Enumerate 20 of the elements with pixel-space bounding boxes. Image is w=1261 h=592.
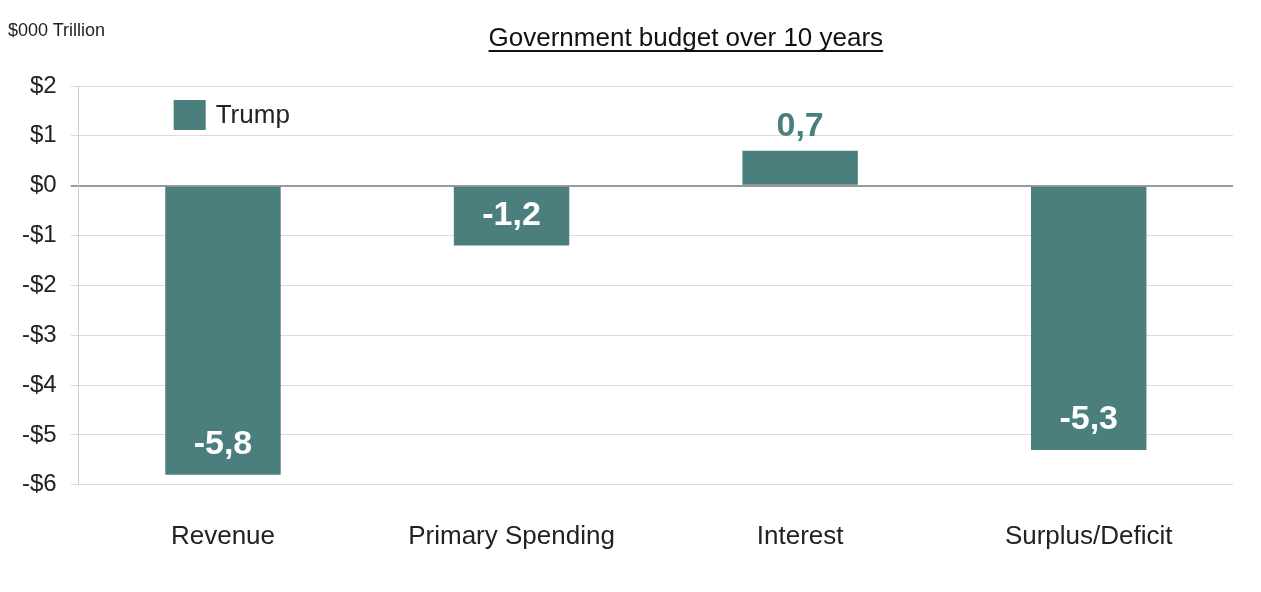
y-tick-label: $0: [29, 170, 57, 198]
data-label: -5,8: [193, 423, 253, 462]
x-tick-label: Revenue: [170, 519, 276, 550]
data-label: -5,3: [1059, 398, 1119, 437]
y-tick-label: $1: [29, 120, 57, 148]
x-tick-label: Surplus/Deficit: [1004, 519, 1174, 550]
y-tick-label: $2: [29, 70, 57, 98]
x-tick-label: Interest: [756, 519, 845, 550]
data-label: 0,7: [776, 105, 824, 144]
y-tick-label: -$5: [22, 419, 57, 447]
data-label: -1,2: [482, 194, 541, 233]
y-tick-label: -$3: [22, 319, 57, 347]
chart-title: Government budget over 10 years: [488, 22, 884, 52]
legend-label: Trump: [215, 99, 290, 130]
y-tick-label: -$6: [22, 469, 57, 497]
y-axis-title: $000 Trillion: [8, 20, 106, 40]
y-tick-label: -$1: [22, 220, 57, 248]
y-tick-label: -$4: [22, 369, 57, 397]
y-tick-label: -$2: [22, 270, 57, 298]
x-tick-label: Primary Spending: [408, 519, 615, 550]
